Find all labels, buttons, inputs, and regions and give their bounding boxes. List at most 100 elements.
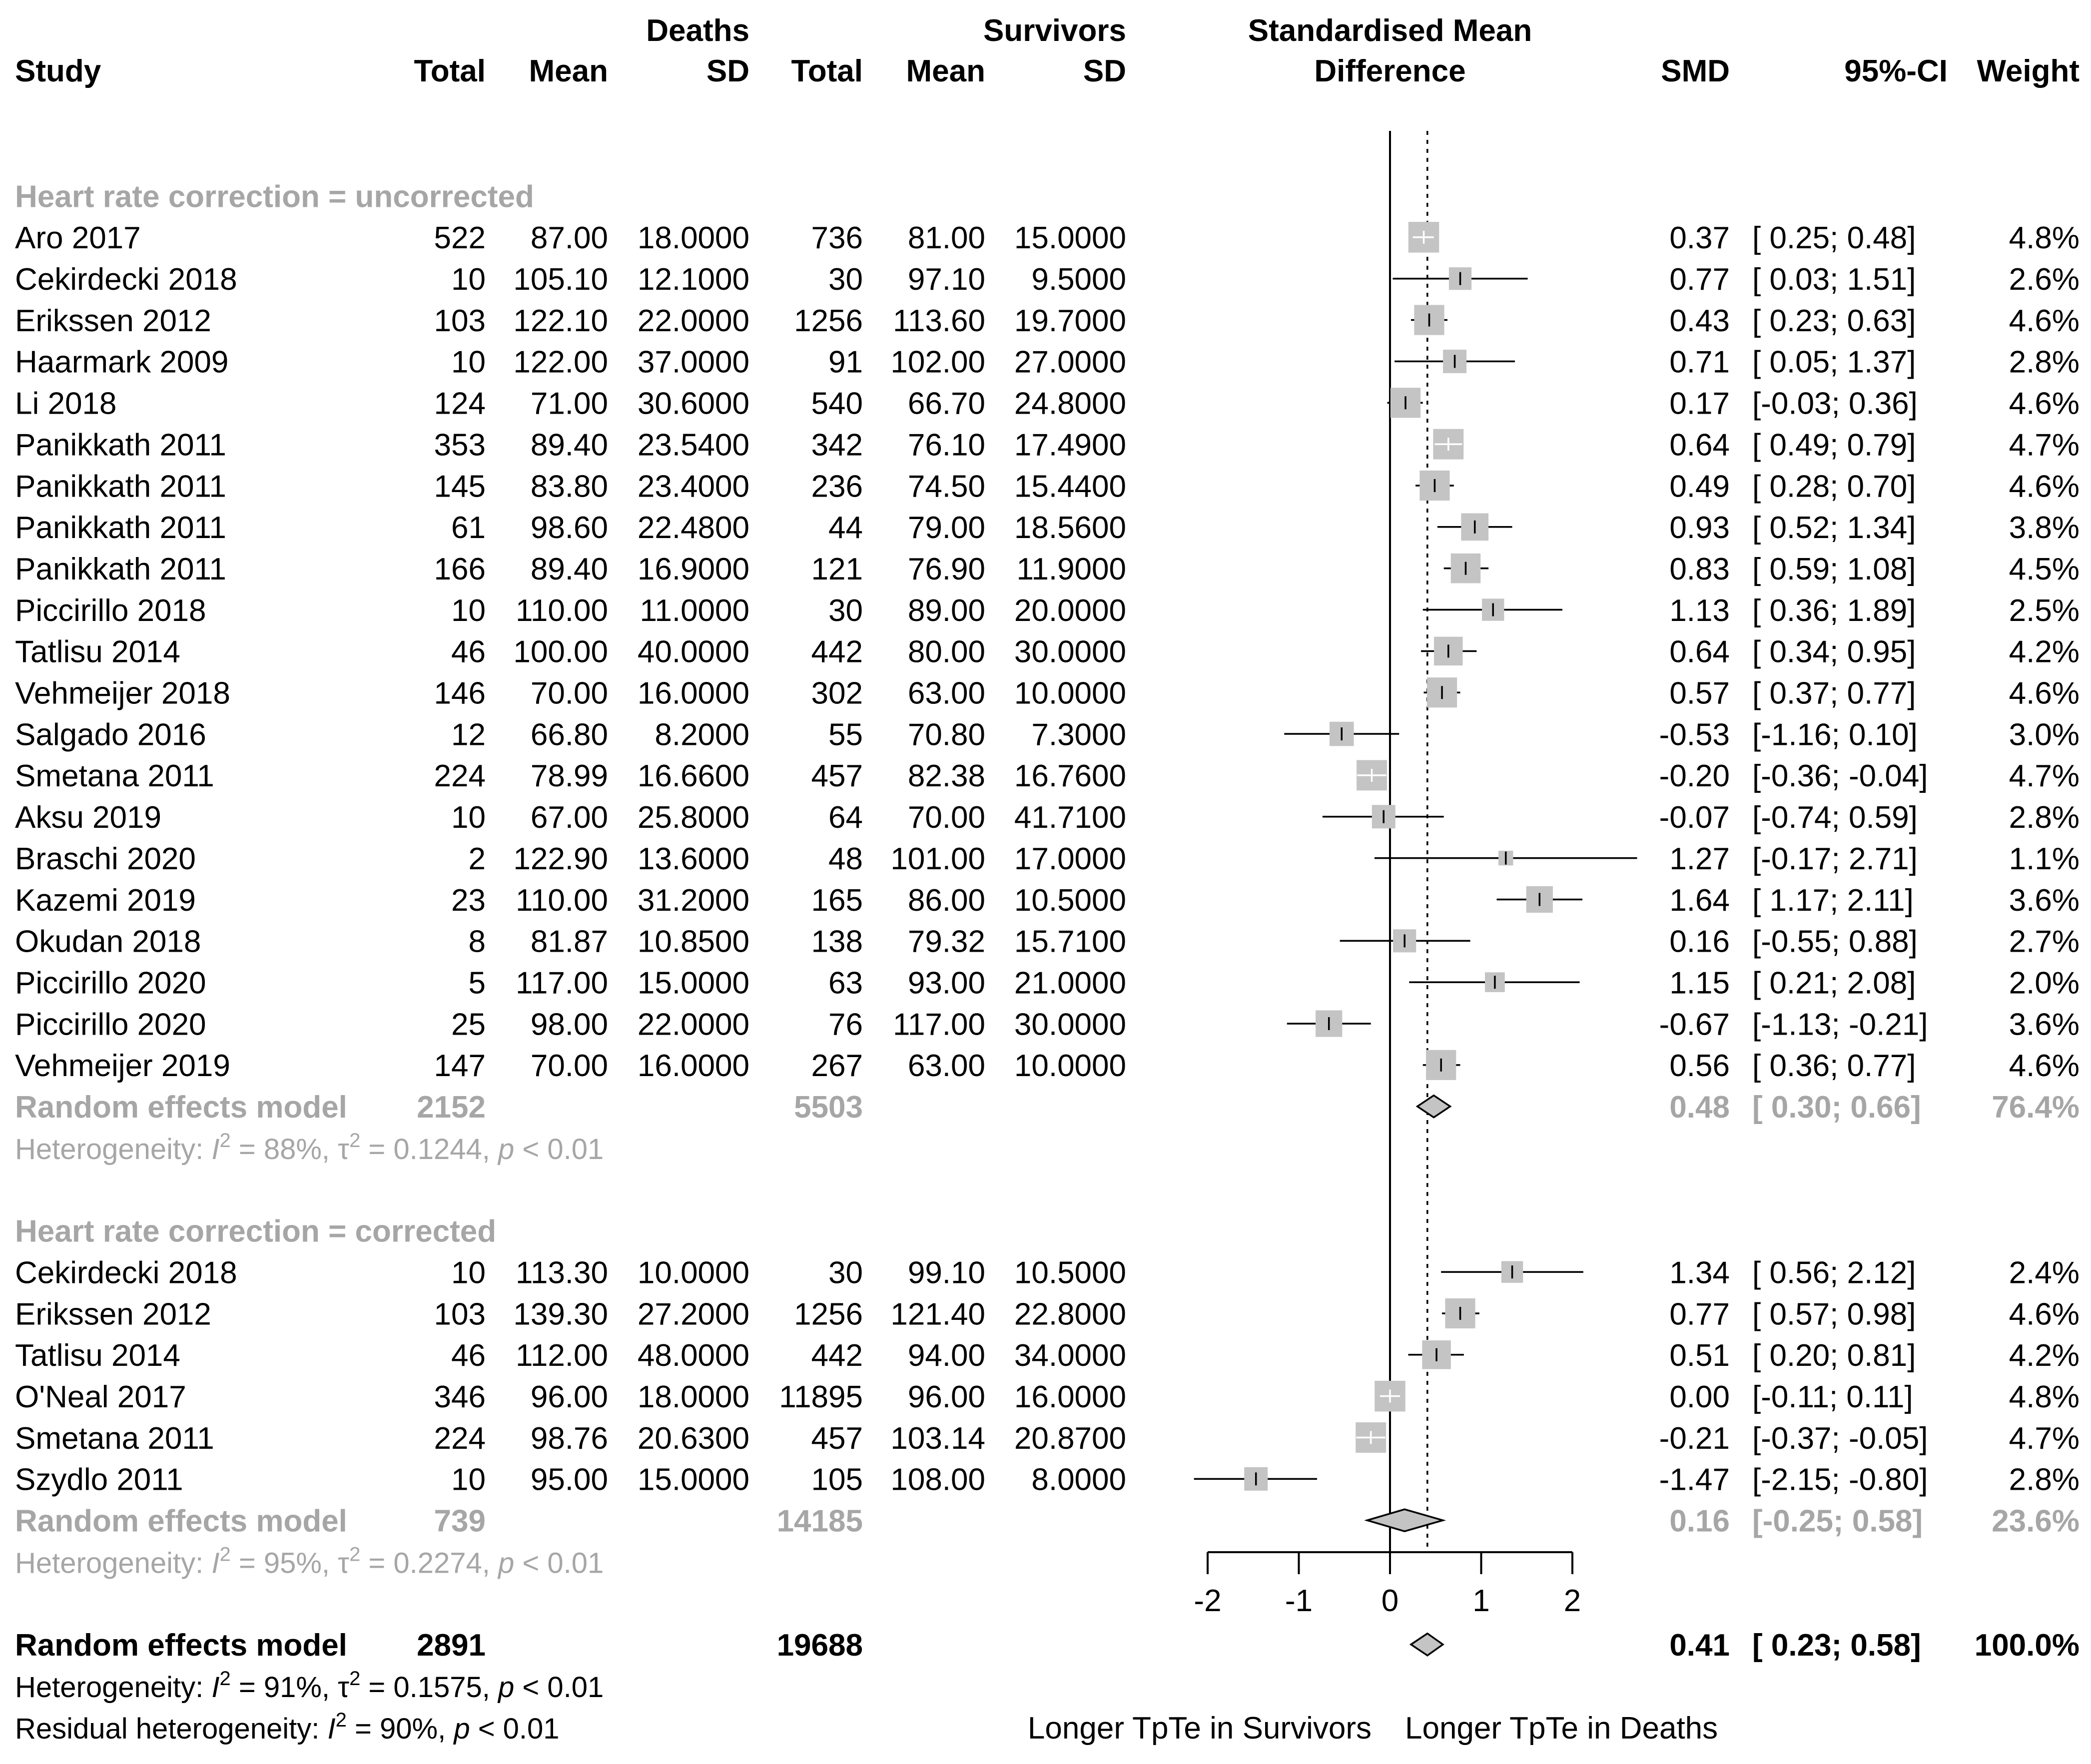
study-1-4-survivors-sd: 20.8700 bbox=[1014, 1421, 1126, 1456]
study-0-11-smd: 0.57 bbox=[1669, 676, 1730, 711]
study-0-20-deaths-sd: 16.0000 bbox=[638, 1049, 749, 1083]
study-1-4-survivors-total: 457 bbox=[811, 1421, 863, 1456]
study-0-11-ci: [ 0.37; 0.77] bbox=[1752, 676, 1916, 711]
study-0-12-survivors-sd: 7.3000 bbox=[1031, 717, 1126, 752]
study-0-18-smd: 1.15 bbox=[1669, 966, 1730, 1000]
overall-heterogeneity: Heterogeneity: I2 = 91%, τ2 = 0.1575, p … bbox=[15, 1668, 604, 1704]
study-0-9-weight: 2.5% bbox=[2009, 593, 2080, 628]
study-1-3-survivors-sd: 16.0000 bbox=[1014, 1380, 1126, 1414]
study-0-11-deaths-mean: 70.00 bbox=[531, 676, 608, 711]
study-0-13-deaths-sd: 16.6600 bbox=[638, 759, 749, 793]
smd-header: SMD bbox=[1661, 54, 1730, 88]
x-tick-label-0: -2 bbox=[1194, 1584, 1221, 1618]
study-0-7-ci: [ 0.52; 1.34] bbox=[1752, 511, 1916, 545]
subgroup-0-pooled-diamond bbox=[1415, 1094, 1452, 1119]
study-0-5-deaths-total: 353 bbox=[434, 428, 486, 462]
study-0-12-smd: -0.53 bbox=[1659, 717, 1730, 752]
study-0-0-smd: 0.37 bbox=[1669, 221, 1730, 255]
subgroup-label-1: Heart rate correction = corrected bbox=[15, 1214, 496, 1249]
study-0-18-name: Piccirillo 2020 bbox=[15, 966, 206, 1000]
study-0-20-survivors-total: 267 bbox=[811, 1049, 863, 1083]
study-0-13-name: Smetana 2011 bbox=[15, 759, 214, 793]
study-0-1-survivors-sd: 9.5000 bbox=[1031, 262, 1126, 297]
study-0-15-survivors-sd: 17.0000 bbox=[1014, 842, 1126, 876]
study-header: Study bbox=[15, 54, 101, 88]
subgroup-0-pooled-ci: [ 0.30; 0.66] bbox=[1752, 1090, 1921, 1125]
study-0-19-deaths-total: 25 bbox=[451, 1007, 486, 1042]
study-0-10-weight: 4.2% bbox=[2009, 635, 2080, 669]
study-0-3-ci: [ 0.05; 1.37] bbox=[1752, 345, 1916, 380]
study-0-1-deaths-mean: 105.10 bbox=[513, 262, 608, 297]
study-0-14-smd: -0.07 bbox=[1659, 800, 1730, 835]
study-0-6-survivors-mean: 74.50 bbox=[908, 469, 985, 504]
study-0-13-deaths-mean: 78.99 bbox=[531, 759, 608, 793]
study-1-3-ci: [-0.11; 0.11] bbox=[1752, 1380, 1913, 1414]
study-0-8-weight: 4.5% bbox=[2009, 552, 2080, 587]
study-0-5-weight: 4.7% bbox=[2009, 428, 2080, 462]
study-1-1-deaths-sd: 27.2000 bbox=[638, 1297, 749, 1331]
study-1-4-deaths-total: 224 bbox=[434, 1421, 486, 1456]
study-0-5-ci: [ 0.49; 0.79] bbox=[1752, 428, 1916, 462]
study-0-7-survivors-total: 44 bbox=[828, 511, 863, 545]
study-0-19-name: Piccirillo 2020 bbox=[15, 1007, 206, 1042]
study-0-11-weight: 4.6% bbox=[2009, 676, 2080, 711]
study-1-3-name: O'Neal 2017 bbox=[15, 1380, 186, 1414]
study-0-2-survivors-sd: 19.7000 bbox=[1014, 304, 1126, 338]
study-0-7-name: Panikkath 2011 bbox=[15, 511, 226, 545]
study-1-0-survivors-sd: 10.5000 bbox=[1014, 1255, 1126, 1290]
study-1-1-survivors-mean: 121.40 bbox=[890, 1297, 985, 1331]
study-0-9-deaths-total: 10 bbox=[451, 593, 486, 628]
study-0-20-ci: [ 0.36; 0.77] bbox=[1752, 1049, 1916, 1083]
study-0-7-survivors-sd: 18.5600 bbox=[1014, 511, 1126, 545]
study-0-12-survivors-total: 55 bbox=[828, 717, 863, 752]
study-0-20-smd: 0.56 bbox=[1669, 1049, 1730, 1083]
subgroup-1-pooled-label: Random effects model bbox=[15, 1504, 347, 1539]
study-0-9-survivors-total: 30 bbox=[828, 593, 863, 628]
study-0-3-survivors-mean: 102.00 bbox=[890, 345, 985, 380]
study-0-2-survivors-total: 1256 bbox=[794, 304, 863, 338]
study-0-15-smd: 1.27 bbox=[1669, 842, 1730, 876]
subgroup-0-heterogeneity: Heterogeneity: I2 = 88%, τ2 = 0.1244, p … bbox=[15, 1130, 604, 1166]
study-0-17-name: Okudan 2018 bbox=[15, 925, 201, 959]
study-0-1-deaths-total: 10 bbox=[451, 262, 486, 297]
study-1-3-survivors-total: 11895 bbox=[779, 1380, 863, 1414]
study-1-2-ci: [ 0.20; 0.81] bbox=[1752, 1338, 1916, 1373]
study-1-0-survivors-total: 30 bbox=[828, 1255, 863, 1290]
study-1-3-deaths-total: 346 bbox=[434, 1380, 486, 1414]
study-0-1-deaths-sd: 12.1000 bbox=[638, 262, 749, 297]
study-0-0-survivors-total: 736 bbox=[811, 221, 863, 255]
study-0-6-weight: 4.6% bbox=[2009, 469, 2080, 504]
study-1-5-survivors-mean: 108.00 bbox=[890, 1463, 985, 1497]
weight-header: Weight bbox=[1977, 54, 2080, 88]
x-label-right: Longer TpTe in Deaths bbox=[1405, 1711, 1718, 1746]
study-0-0-deaths-sd: 18.0000 bbox=[638, 221, 749, 255]
study-0-1-smd: 0.77 bbox=[1669, 262, 1730, 297]
study-1-2-deaths-mean: 112.00 bbox=[516, 1338, 608, 1373]
study-0-7-deaths-sd: 22.4800 bbox=[638, 511, 749, 545]
deaths-mean-header: Mean bbox=[529, 54, 608, 88]
study-0-13-deaths-total: 224 bbox=[434, 759, 486, 793]
study-0-2-deaths-total: 103 bbox=[434, 304, 486, 338]
study-0-17-weight: 2.7% bbox=[2009, 925, 2080, 959]
study-0-6-ci: [ 0.28; 0.70] bbox=[1752, 469, 1916, 504]
study-0-18-survivors-total: 63 bbox=[828, 966, 863, 1000]
study-0-10-deaths-sd: 40.0000 bbox=[638, 635, 749, 669]
study-0-10-ci: [ 0.34; 0.95] bbox=[1752, 635, 1916, 669]
study-1-3-deaths-mean: 96.00 bbox=[531, 1380, 608, 1414]
plot-title-line-1: Standardised Mean bbox=[1248, 13, 1532, 48]
study-1-4-ci: [-0.37; -0.05] bbox=[1752, 1421, 1928, 1456]
study-1-0-smd: 1.34 bbox=[1669, 1255, 1730, 1290]
study-1-5-name: Szydlo 2011 bbox=[15, 1463, 183, 1497]
study-0-12-deaths-sd: 8.2000 bbox=[655, 717, 749, 752]
survivors-header: Survivors bbox=[983, 13, 1126, 48]
study-0-8-deaths-mean: 89.40 bbox=[531, 552, 608, 587]
study-0-3-deaths-total: 10 bbox=[451, 345, 486, 380]
study-0-8-smd: 0.83 bbox=[1669, 552, 1730, 587]
study-0-16-deaths-total: 23 bbox=[451, 883, 486, 918]
study-0-11-deaths-total: 146 bbox=[434, 676, 486, 711]
study-0-7-deaths-total: 61 bbox=[451, 511, 486, 545]
study-0-0-deaths-total: 522 bbox=[434, 221, 486, 255]
study-0-20-deaths-total: 147 bbox=[434, 1049, 486, 1083]
study-0-19-weight: 3.6% bbox=[2009, 1007, 2080, 1042]
study-1-5-survivors-total: 105 bbox=[811, 1463, 863, 1497]
